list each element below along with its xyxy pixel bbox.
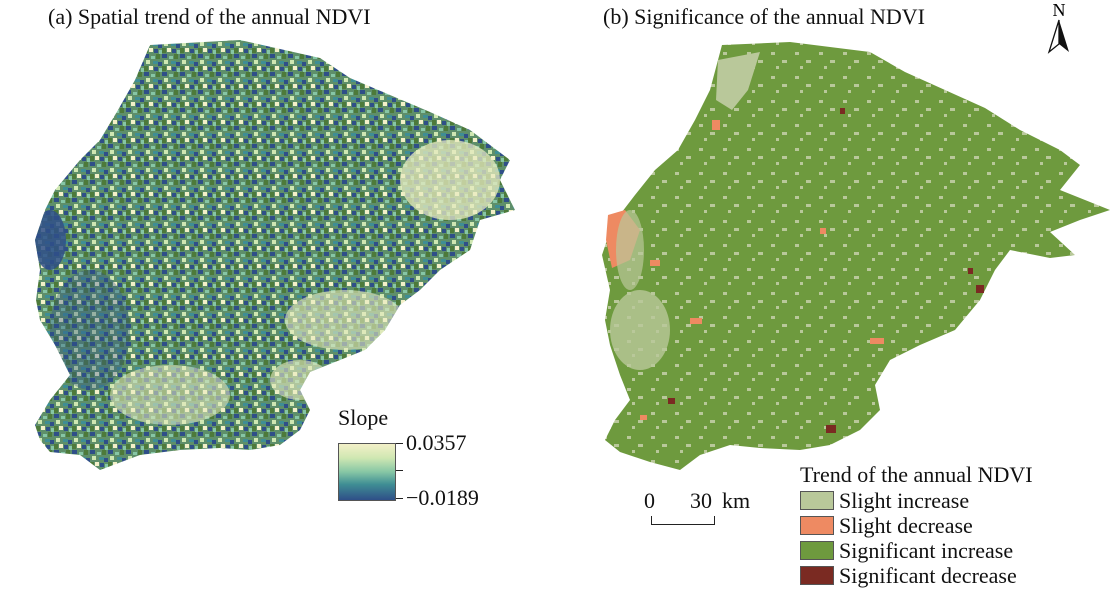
legend-label: Slight increase <box>839 487 970 513</box>
significant-decrease-patches <box>668 108 984 433</box>
panel-b-map <box>602 42 1110 470</box>
legend-swatch <box>800 566 834 585</box>
slope-highlights <box>35 140 500 425</box>
scale-bar-line <box>651 516 715 525</box>
significant-decrease-patch <box>840 108 845 114</box>
legend-item: Slight decrease <box>800 513 1033 538</box>
slope-tick-min <box>396 498 403 499</box>
slight-increase-patch <box>610 290 670 370</box>
slope-legend-title: Slope <box>338 405 389 430</box>
legend-item: Significant decrease <box>800 563 1033 588</box>
trend-legend: Trend of the annual NDVI Slight increase… <box>800 462 1033 588</box>
slight-decrease-patch <box>820 228 826 234</box>
legend-label: Significant decrease <box>839 562 1017 588</box>
significant-decrease-patch <box>826 425 836 433</box>
legend-swatch <box>800 491 834 510</box>
slope-min-label: −0.0189 <box>406 485 479 510</box>
slope-color-ramp <box>338 443 396 501</box>
scale-unit: km <box>722 488 751 513</box>
legend-item: Slight increase <box>800 488 1033 513</box>
slight-decrease-patch <box>870 338 884 344</box>
significant-decrease-patch <box>668 398 675 404</box>
significance-raster <box>602 42 1110 470</box>
panel-b-title: (b) Significance of the annual NDVI <box>603 4 925 29</box>
panel-a-title: (a) Spatial trend of the annual NDVI <box>48 4 371 29</box>
slope-raster <box>35 40 515 470</box>
legend-swatch <box>800 541 834 560</box>
slight-increase-patch <box>716 52 760 110</box>
scale-start: 0 <box>644 488 655 513</box>
slight-increase-patch <box>616 210 644 290</box>
significant-decrease-patch <box>968 268 973 274</box>
scale-end: 30 <box>690 488 712 513</box>
significant-decrease-patch <box>976 285 984 293</box>
north-arrow-icon: N <box>1047 0 1069 54</box>
slight-decrease-patch <box>712 120 720 130</box>
legend-swatch <box>800 516 834 535</box>
slope-tick-mid <box>396 470 403 471</box>
slope-tick-max <box>396 443 403 444</box>
panel-a-map <box>35 40 515 470</box>
slight-decrease-patch <box>690 318 702 324</box>
slight-increase-patches <box>610 52 760 370</box>
slope-max-label: 0.0357 <box>406 430 467 455</box>
trend-legend-title: Trend of the annual NDVI <box>800 462 1033 487</box>
slight-decrease-patch <box>640 415 647 420</box>
slight-decrease-patch <box>650 260 660 266</box>
north-label: N <box>1053 0 1066 20</box>
legend-label: Significant increase <box>839 537 1014 563</box>
legend-label: Slight decrease <box>839 512 973 538</box>
scale-bar: 0 30 km <box>640 488 770 528</box>
legend-item: Significant increase <box>800 538 1033 563</box>
